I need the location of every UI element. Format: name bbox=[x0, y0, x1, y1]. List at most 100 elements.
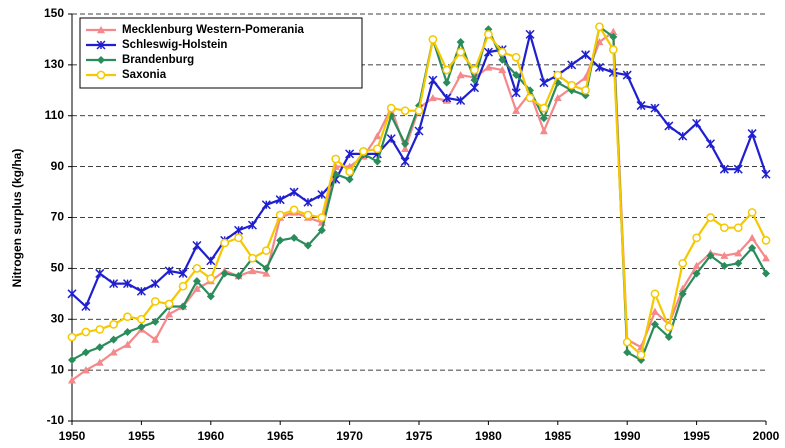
x-tick-label: 2000 bbox=[753, 429, 780, 443]
marker bbox=[706, 213, 715, 222]
marker bbox=[428, 75, 438, 85]
marker bbox=[664, 333, 673, 342]
marker bbox=[109, 319, 118, 329]
marker bbox=[498, 55, 507, 64]
marker bbox=[414, 106, 424, 116]
marker bbox=[609, 27, 618, 36]
marker bbox=[81, 302, 91, 312]
marker bbox=[539, 78, 549, 88]
marker bbox=[386, 134, 396, 144]
marker bbox=[761, 169, 771, 179]
marker bbox=[525, 93, 535, 103]
marker bbox=[567, 60, 577, 70]
marker bbox=[206, 292, 215, 301]
x-tick-label: 1970 bbox=[336, 429, 363, 443]
marker bbox=[150, 279, 160, 289]
x-tick-label: 1990 bbox=[614, 429, 641, 443]
marker bbox=[192, 264, 202, 273]
marker bbox=[95, 358, 104, 366]
legend: Mecklenburg Western-Pomerania Schleswig-H… bbox=[79, 17, 363, 89]
marker bbox=[762, 269, 770, 278]
marker bbox=[511, 52, 521, 62]
marker bbox=[262, 269, 271, 277]
marker bbox=[692, 261, 701, 270]
marker bbox=[68, 355, 76, 364]
marker bbox=[220, 269, 229, 278]
marker bbox=[525, 29, 535, 39]
marker bbox=[442, 78, 451, 87]
marker bbox=[109, 335, 118, 344]
y-tick-label: 90 bbox=[51, 159, 65, 173]
marker bbox=[692, 233, 701, 243]
marker bbox=[165, 310, 174, 318]
marker bbox=[539, 103, 549, 113]
marker bbox=[650, 307, 659, 315]
marker bbox=[317, 226, 326, 235]
marker bbox=[456, 95, 466, 106]
y-tick-label: 130 bbox=[44, 57, 64, 71]
x-tick-label: 1955 bbox=[128, 429, 155, 443]
marker bbox=[553, 93, 562, 102]
marker bbox=[664, 322, 674, 332]
marker bbox=[81, 348, 90, 357]
marker bbox=[470, 76, 479, 85]
marker bbox=[581, 50, 591, 60]
x-tick-label: 1980 bbox=[475, 429, 502, 443]
x-tick-label: 1995 bbox=[683, 429, 710, 443]
marker bbox=[289, 205, 299, 215]
x-tick-label: 1950 bbox=[59, 429, 86, 443]
marker bbox=[192, 240, 202, 251]
marker bbox=[539, 127, 548, 135]
marker bbox=[483, 47, 493, 57]
marker bbox=[247, 220, 257, 230]
marker bbox=[137, 322, 146, 331]
marker bbox=[96, 40, 106, 50]
marker bbox=[67, 289, 77, 299]
y-tick-label: -10 bbox=[47, 413, 65, 427]
x-tick-label: 1975 bbox=[406, 429, 433, 443]
marker bbox=[720, 251, 729, 259]
marker bbox=[567, 80, 577, 90]
marker bbox=[331, 170, 340, 179]
marker bbox=[719, 164, 729, 174]
marker bbox=[373, 144, 382, 154]
marker bbox=[164, 266, 174, 276]
marker bbox=[456, 71, 465, 79]
marker bbox=[234, 233, 243, 243]
marker bbox=[386, 103, 396, 113]
marker bbox=[109, 279, 119, 289]
marker bbox=[261, 246, 271, 255]
x-tick-label: 1985 bbox=[544, 429, 571, 443]
marker bbox=[650, 103, 660, 113]
marker bbox=[303, 197, 313, 207]
marker bbox=[81, 366, 90, 374]
marker bbox=[67, 332, 77, 342]
marker bbox=[581, 85, 590, 95]
legend-label: Brandenburg bbox=[122, 54, 194, 66]
marker bbox=[678, 131, 688, 141]
marker bbox=[97, 56, 105, 64]
marker bbox=[428, 93, 437, 102]
marker bbox=[206, 274, 216, 283]
marker bbox=[164, 299, 174, 309]
marker bbox=[650, 320, 659, 329]
marker bbox=[469, 83, 480, 93]
marker bbox=[122, 279, 133, 289]
marker bbox=[95, 325, 105, 334]
marker bbox=[720, 261, 729, 270]
legend-label: Mecklenburg Western-Pomerania bbox=[122, 24, 305, 36]
marker bbox=[762, 254, 770, 262]
marker bbox=[442, 65, 452, 75]
marker bbox=[692, 269, 701, 278]
legend-label: Saxonia bbox=[122, 69, 167, 81]
marker bbox=[609, 32, 618, 41]
marker bbox=[595, 22, 604, 32]
marker bbox=[151, 317, 160, 326]
marker bbox=[248, 253, 257, 263]
marker bbox=[512, 71, 521, 80]
marker bbox=[400, 157, 410, 167]
marker bbox=[595, 37, 604, 46]
marker bbox=[95, 343, 104, 352]
marker bbox=[206, 256, 216, 266]
marker bbox=[151, 335, 160, 343]
